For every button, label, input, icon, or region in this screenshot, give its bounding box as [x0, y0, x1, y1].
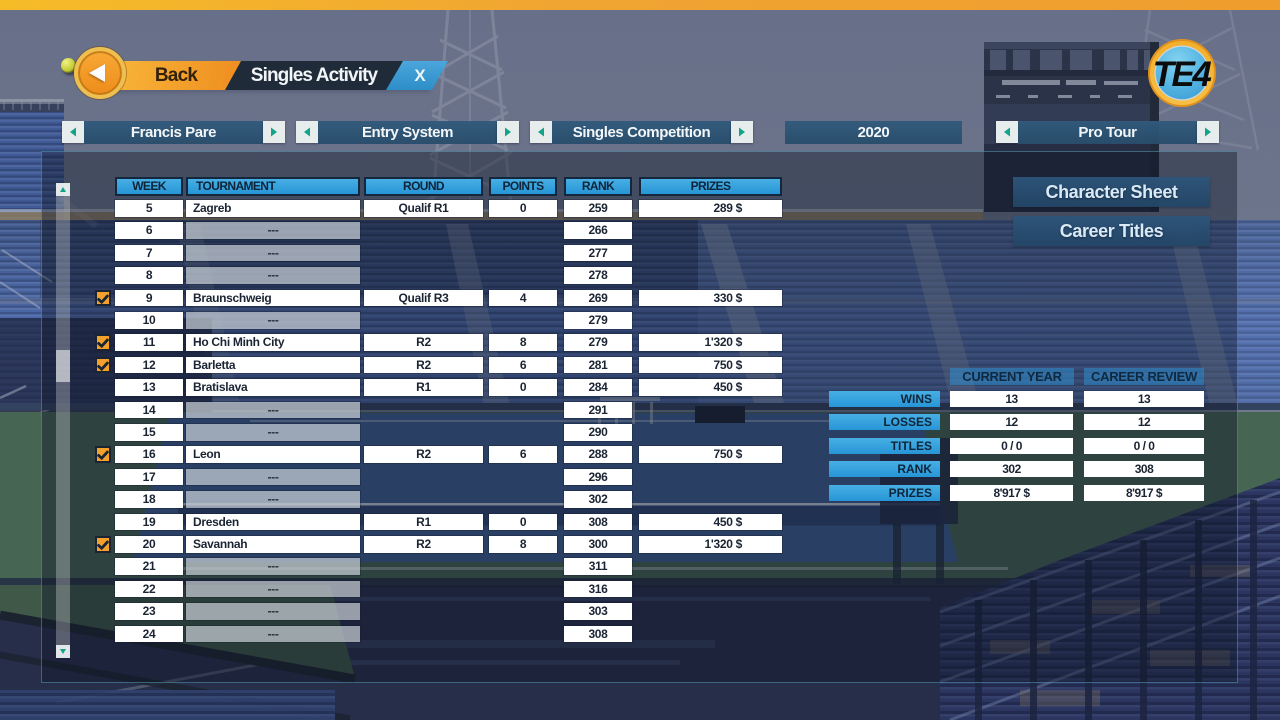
svg-text:TE4: TE4: [1153, 55, 1212, 94]
